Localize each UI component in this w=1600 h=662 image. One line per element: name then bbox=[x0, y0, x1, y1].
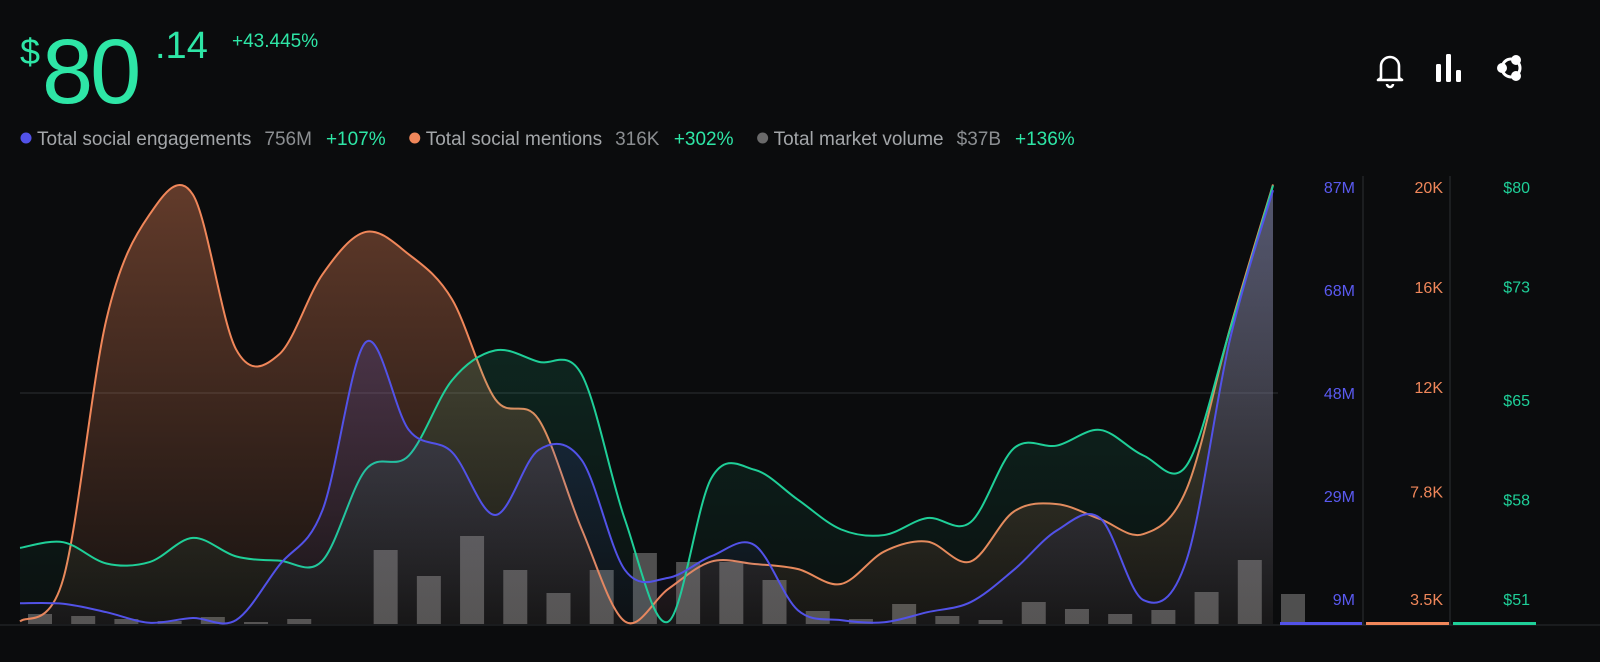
legend-dot bbox=[757, 132, 769, 144]
share-icon[interactable] bbox=[1497, 55, 1522, 81]
y-tick-label: 3.5K bbox=[1410, 592, 1443, 609]
legend-value: $37B bbox=[957, 129, 1001, 150]
y-tick-label: $58 bbox=[1503, 493, 1530, 510]
y-tick-label: 20K bbox=[1415, 180, 1444, 197]
plot: 9M 29M 48M 68M 87M 3.5K 7.8K 12K 16K 20K $51 $58 $65… bbox=[19, 180, 1530, 625]
legend-value: 316K bbox=[615, 129, 660, 150]
volume-bar bbox=[1281, 594, 1305, 624]
series-line bbox=[19, 189, 1274, 625]
y-tick-label: $73 bbox=[1503, 279, 1530, 296]
legend-name: Total social engagements bbox=[37, 129, 251, 150]
legend-change: +302% bbox=[674, 129, 734, 150]
legend-change: +136% bbox=[1015, 129, 1075, 150]
y-tick-label: 87M bbox=[1324, 180, 1355, 197]
axis-underline bbox=[1280, 622, 1362, 625]
legend-dot bbox=[20, 132, 32, 144]
y-tick-label: 12K bbox=[1415, 380, 1444, 397]
y-tick-label: 7.8K bbox=[1410, 485, 1443, 502]
legend: Total social engagements 756M +107% Total s… bbox=[20, 129, 1075, 150]
chart-icon[interactable] bbox=[1436, 54, 1461, 82]
y-tick-label: $65 bbox=[1503, 393, 1530, 410]
legend-name: Total social mentions bbox=[426, 129, 602, 150]
y-tick-label: 29M bbox=[1324, 489, 1355, 506]
legend-change: +107% bbox=[326, 129, 386, 150]
price-int: 80 bbox=[42, 21, 138, 123]
series-area bbox=[20, 185, 1273, 624]
price-change: +43.445% bbox=[232, 31, 318, 52]
bell-icon[interactable] bbox=[1376, 55, 1404, 89]
currency: $ bbox=[20, 31, 40, 72]
y-tick-label: 68M bbox=[1324, 283, 1355, 300]
series-area bbox=[20, 190, 1273, 624]
y-tick-label: $51 bbox=[1503, 592, 1530, 609]
y-tick-label: 9M bbox=[1333, 592, 1355, 609]
axis-underline bbox=[1366, 622, 1449, 625]
legend-name: Total market volume bbox=[774, 129, 944, 150]
axis-underline bbox=[1453, 622, 1536, 625]
legend-value: 756M bbox=[264, 129, 312, 150]
price-frac: .14 bbox=[155, 25, 208, 67]
legend-dot bbox=[409, 132, 421, 144]
y-tick-label: 16K bbox=[1415, 280, 1444, 297]
y-tick-label: $80 bbox=[1503, 180, 1530, 197]
y-tick-label: 48M bbox=[1324, 386, 1355, 403]
